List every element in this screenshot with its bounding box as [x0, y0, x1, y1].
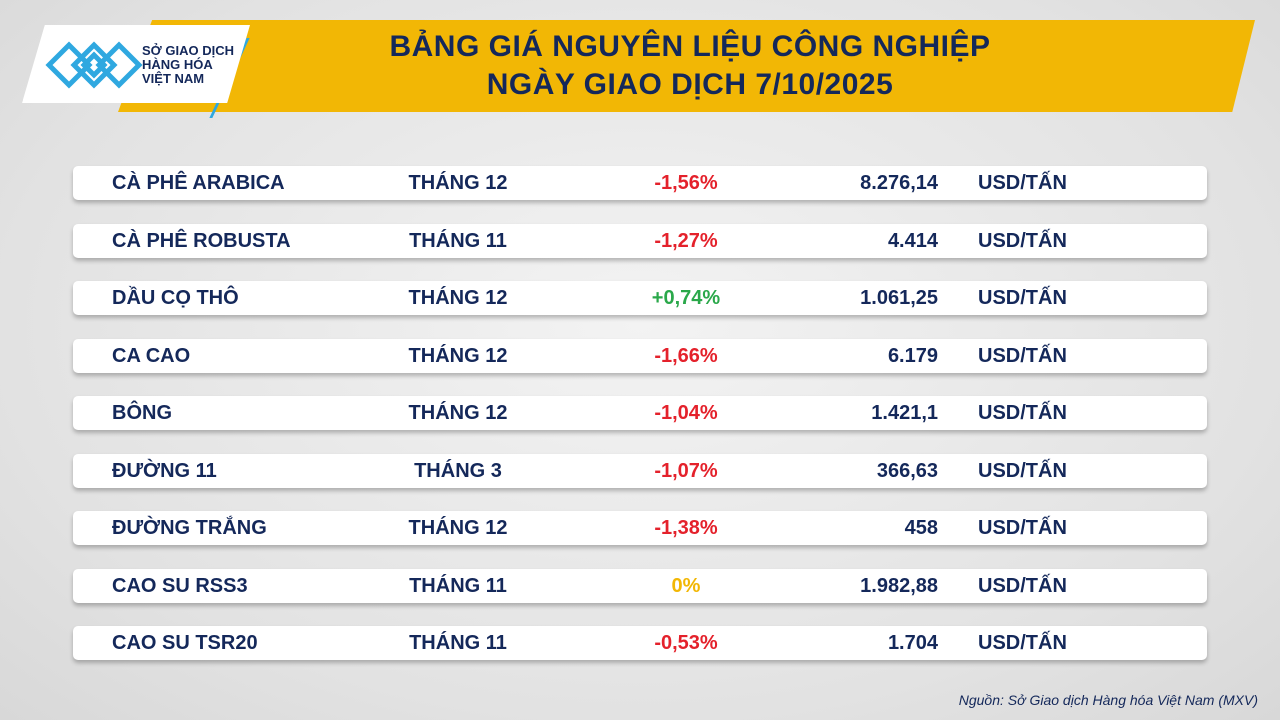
price-unit: USD/TẤN	[978, 459, 1067, 482]
price-change: -1,66%	[654, 344, 718, 367]
price-value: 366,63	[876, 459, 938, 482]
logo-text: SỞ GIAO DỊCH HÀNG HÓA VIỆT NAM	[142, 43, 234, 86]
price-value: 1.421,1	[871, 402, 938, 424]
price-change: -1,27%	[654, 229, 718, 252]
price-change: -0,53%	[654, 632, 718, 654]
price-unit: USD/TẤN	[978, 517, 1067, 539]
table-row: BÔNG THÁNG 12 -1,04% 1.421,1 USD/TẤN	[73, 396, 1207, 430]
commodity-name: ĐƯỜNG 11	[112, 459, 217, 482]
contract-month: THÁNG 12	[408, 402, 508, 424]
contract-month: THÁNG 11	[409, 632, 507, 654]
price-unit: USD/TẤN	[978, 287, 1067, 309]
commodity-name: CÀ PHÊ ROBUSTA	[112, 229, 291, 252]
price-value: 1.982,88	[860, 574, 938, 597]
price-value: 1.061,25	[860, 287, 938, 309]
table-row: CÀ PHÊ ARABICA THÁNG 12 -1,56% 8.276,14 …	[73, 166, 1207, 200]
price-value: 8.276,14	[860, 172, 938, 194]
table-row: CAO SU RSS3 THÁNG 11 0% 1.982,88 USD/TẤN	[73, 568, 1207, 603]
price-unit: USD/TẤN	[978, 574, 1067, 597]
price-unit: USD/TẤN	[978, 632, 1067, 654]
contract-month: THÁNG 11	[409, 574, 507, 597]
price-change: -1,07%	[654, 459, 718, 482]
title-banner	[118, 20, 1255, 112]
price-value: 6.179	[887, 344, 938, 367]
price-unit: USD/TẤN	[978, 229, 1067, 252]
price-value: 1.704	[887, 632, 938, 654]
commodity-name: CA CAO	[112, 344, 191, 367]
page-title: BẢNG GIÁ NGUYÊN LIỆU CÔNG NGHIỆP	[389, 30, 991, 63]
price-change: -1,56%	[654, 172, 718, 194]
contract-month: THÁNG 12	[408, 517, 508, 539]
table-row: CA CAO THÁNG 12 -1,66% 6.179 USD/TẤN	[73, 338, 1207, 373]
contract-month: THÁNG 3	[414, 459, 502, 482]
page-subtitle: NGÀY GIAO DỊCH 7/10/2025	[486, 68, 894, 101]
price-unit: USD/TẤN	[978, 402, 1067, 424]
price-unit: USD/TẤN	[978, 344, 1067, 367]
price-unit: USD/TẤN	[978, 172, 1067, 194]
table-row: DẦU CỌ THÔ THÁNG 12 +0,74% 1.061,25 USD/…	[73, 281, 1207, 315]
logo: SỞ GIAO DỊCH HÀNG HÓA VIỆT NAM	[22, 25, 250, 103]
table-row: CÀ PHÊ ROBUSTA THÁNG 11 -1,27% 4.414 USD…	[73, 223, 1207, 258]
table-row: ĐƯỜNG TRẮNG THÁNG 12 -1,38% 458 USD/TẤN	[73, 511, 1207, 545]
price-value: 458	[904, 517, 938, 539]
price-value: 4.414	[887, 229, 938, 252]
price-change: +0,74%	[651, 287, 721, 309]
commodity-name: BÔNG	[112, 402, 172, 424]
table-row: ĐƯỜNG 11 THÁNG 3 -1,07% 366,63 USD/TẤN	[73, 453, 1207, 488]
contract-month: THÁNG 12	[408, 172, 508, 194]
price-change: -1,04%	[654, 402, 718, 424]
commodity-name: DẦU CỌ THÔ	[112, 287, 239, 309]
price-change: -1,38%	[654, 517, 718, 539]
commodity-name: CAO SU RSS3	[112, 574, 248, 597]
commodity-name: CAO SU TSR20	[112, 632, 258, 654]
contract-month: THÁNG 12	[408, 287, 508, 309]
contract-month: THÁNG 12	[408, 344, 508, 367]
table-row: CAO SU TSR20 THÁNG 11 -0,53% 1.704 USD/T…	[73, 626, 1207, 660]
commodity-name: ĐƯỜNG TRẮNG	[112, 517, 267, 539]
price-change: 0%	[671, 574, 701, 597]
mxv-logo-icon	[45, 41, 143, 89]
source-note: Nguồn: Sở Giao dịch Hàng hóa Việt Nam (M…	[958, 692, 1258, 708]
contract-month: THÁNG 11	[409, 229, 507, 252]
commodity-name: CÀ PHÊ ARABICA	[112, 172, 285, 194]
